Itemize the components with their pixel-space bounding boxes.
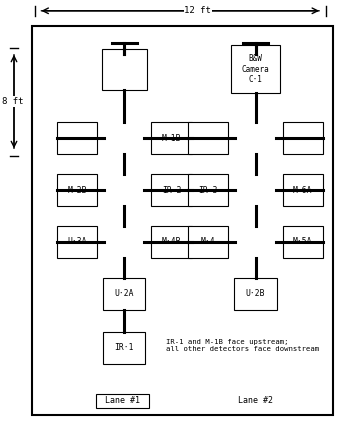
Bar xyxy=(188,122,228,154)
Text: IR·3: IR·3 xyxy=(198,186,218,194)
Text: IR·1: IR·1 xyxy=(114,343,134,352)
Text: B&W
Camera
C·1: B&W Camera C·1 xyxy=(241,54,270,84)
Bar xyxy=(151,226,192,258)
Text: M·2B: M·2B xyxy=(67,186,87,194)
Text: Lane #2: Lane #2 xyxy=(238,397,273,405)
Text: M·4B: M·4B xyxy=(162,238,181,246)
Text: U·3A: U·3A xyxy=(67,238,87,246)
Bar xyxy=(151,122,192,154)
Text: M·5A: M·5A xyxy=(293,238,313,246)
Bar xyxy=(231,45,280,93)
Text: U·2B: U·2B xyxy=(246,289,265,298)
Bar xyxy=(283,226,323,258)
Text: 12 ft: 12 ft xyxy=(184,6,211,15)
Bar xyxy=(188,226,228,258)
Bar xyxy=(57,122,97,154)
Text: IR-1 and M-1B face upstream;
all other detectors face downstream: IR-1 and M-1B face upstream; all other d… xyxy=(166,339,319,352)
Text: Lane #1: Lane #1 xyxy=(105,397,140,405)
Text: U·2A: U·2A xyxy=(114,289,134,298)
Bar xyxy=(57,174,97,206)
Bar xyxy=(103,332,145,364)
Bar xyxy=(103,278,145,310)
Text: M·1B: M·1B xyxy=(162,134,181,143)
Bar xyxy=(188,174,228,206)
Bar xyxy=(151,174,192,206)
Bar xyxy=(102,49,147,90)
Bar xyxy=(96,394,149,408)
Bar xyxy=(32,26,332,415)
Text: M·6A: M·6A xyxy=(293,186,313,194)
Bar xyxy=(283,174,323,206)
Text: 8 ft: 8 ft xyxy=(1,97,23,106)
Bar xyxy=(57,226,97,258)
Text: M·4: M·4 xyxy=(201,238,216,246)
Text: IR·2: IR·2 xyxy=(162,186,181,194)
Bar xyxy=(234,278,276,310)
Bar xyxy=(283,122,323,154)
